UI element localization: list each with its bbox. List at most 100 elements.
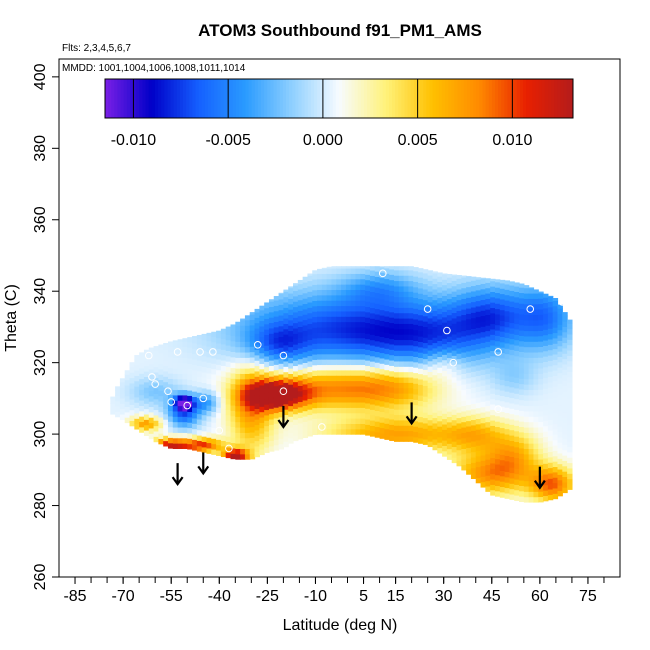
heatmap-cell — [331, 316, 337, 323]
heatmap-cell — [360, 266, 366, 269]
heatmap-cell — [485, 314, 491, 321]
heatmap-cell — [437, 356, 443, 363]
heatmap-cell — [312, 337, 318, 344]
heatmap-cell — [557, 388, 563, 395]
heatmap-cell — [461, 298, 467, 305]
heatmap-cell — [273, 417, 280, 424]
heatmap-cell — [451, 419, 458, 426]
heatmap-cell — [437, 297, 443, 304]
heatmap-cell — [547, 467, 554, 474]
heatmap-cell — [259, 433, 265, 439]
heatmap-cell — [182, 421, 188, 428]
heatmap-cell — [321, 332, 328, 339]
heatmap-cell — [470, 312, 477, 319]
heatmap-cell — [547, 360, 554, 367]
heatmap-cell — [360, 300, 366, 307]
heatmap-cell — [528, 475, 535, 482]
heatmap-cell — [312, 327, 318, 334]
heatmap-cell — [283, 312, 289, 319]
heatmap-cell — [485, 384, 491, 391]
heatmap-cell — [278, 443, 284, 450]
heatmap-cell — [567, 339, 573, 346]
heatmap-cell — [216, 401, 222, 408]
heatmap-cell — [499, 443, 506, 450]
heatmap-cell — [312, 289, 318, 296]
heatmap-cell — [268, 424, 275, 431]
heatmap-cell — [374, 324, 381, 331]
heatmap-cell — [475, 439, 482, 446]
heatmap-cell — [302, 415, 309, 422]
heatmap-cell — [485, 480, 491, 487]
heatmap-cell — [307, 430, 313, 437]
heatmap-cell — [211, 341, 217, 348]
heatmap-cell — [220, 328, 227, 334]
heatmap-cell — [273, 391, 280, 398]
heatmap-cell — [499, 293, 506, 300]
heatmap-cell — [225, 436, 232, 443]
heatmap-cell — [268, 333, 275, 340]
heatmap-cell — [490, 307, 496, 314]
heatmap-cell — [312, 396, 318, 403]
heatmap-cell — [225, 366, 232, 373]
heatmap-cell — [552, 321, 559, 328]
heatmap-cell — [293, 306, 299, 313]
heatmap-cell — [345, 359, 352, 366]
heatmap-cell — [485, 421, 491, 428]
heatmap-cell — [547, 371, 554, 378]
heatmap-cell — [408, 350, 414, 357]
heatmap-cell — [374, 410, 381, 417]
heatmap-cell — [134, 412, 140, 419]
heatmap-cell — [374, 292, 381, 299]
heatmap-cell — [259, 411, 265, 418]
heatmap-cell — [259, 416, 265, 423]
heatmap-cell — [158, 427, 164, 434]
heatmap-cell — [519, 351, 525, 358]
heatmap-cell — [129, 414, 135, 421]
colorbar-swatch — [488, 79, 493, 118]
heatmap-cell — [543, 409, 549, 416]
heatmap-cell — [442, 295, 448, 302]
heatmap-cell — [369, 409, 376, 416]
heatmap-cell — [446, 293, 453, 300]
heatmap-cell — [442, 381, 448, 388]
heatmap-cell — [552, 482, 559, 489]
heatmap-cell — [523, 285, 530, 289]
heatmap-cell — [456, 385, 462, 392]
heatmap-cell — [331, 418, 337, 424]
heatmap-cell — [167, 421, 174, 428]
heatmap-cell — [523, 496, 530, 503]
heatmap-cell — [336, 266, 342, 269]
heatmap-cell — [432, 299, 438, 306]
heatmap-cell — [167, 442, 174, 449]
heatmap-cell — [360, 396, 366, 403]
heatmap-cell — [268, 354, 275, 361]
heatmap-cell — [153, 350, 159, 357]
heatmap-cell — [567, 360, 573, 367]
arrow-head — [171, 476, 184, 487]
heatmap-cell — [485, 373, 491, 380]
heatmap-cell — [509, 290, 515, 297]
heatmap-cell — [403, 296, 410, 303]
heatmap-cell — [562, 471, 568, 478]
heatmap-cell — [432, 363, 438, 370]
heatmap-cell — [547, 456, 554, 463]
heatmap-cell — [307, 419, 313, 426]
heatmap-cell — [547, 322, 554, 329]
heatmap-cell — [451, 457, 458, 464]
heatmap-cell — [365, 311, 371, 318]
heatmap-cell — [422, 342, 429, 349]
heatmap-cell — [235, 351, 241, 358]
heatmap-cell — [557, 458, 563, 465]
heatmap-cell — [432, 310, 438, 317]
heatmap-cell — [288, 319, 294, 326]
heatmap-cell — [196, 381, 203, 388]
heatmap-cell — [557, 313, 563, 320]
heatmap-cell — [446, 400, 453, 407]
heatmap-cell — [201, 377, 208, 384]
heatmap-cell — [437, 367, 443, 374]
heatmap-cell — [321, 310, 328, 317]
heatmap-cell — [273, 296, 280, 301]
heatmap-cell — [533, 448, 539, 455]
heatmap-cell — [562, 481, 568, 488]
heatmap-cell — [206, 410, 212, 417]
